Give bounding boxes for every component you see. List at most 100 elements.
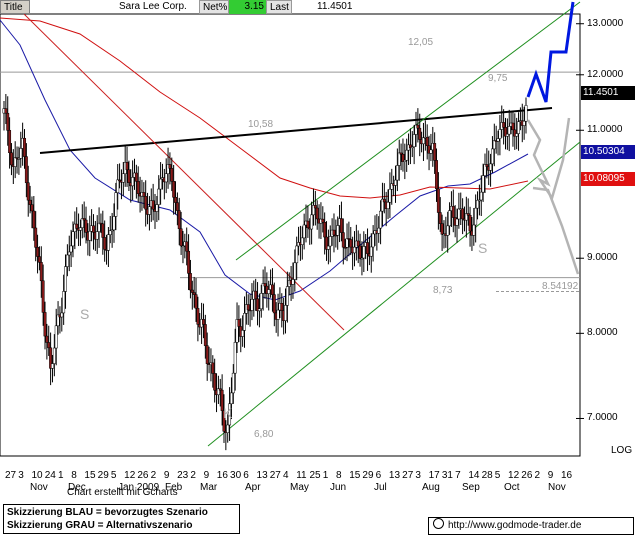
candle-body: [30, 204, 34, 212]
candle-body: [181, 245, 185, 248]
candle-body: [522, 120, 526, 126]
candle-body: [179, 228, 183, 247]
candle-body: [54, 325, 58, 349]
candle-body: [127, 169, 131, 183]
candle-body: [246, 304, 250, 311]
candle-body: [136, 181, 140, 194]
candle-body: [481, 175, 485, 193]
alternative-scenario-path-b: [532, 186, 580, 275]
company-name: Sara Lee Corp.: [119, 1, 187, 12]
candle-body: [382, 198, 386, 203]
candle-body: [144, 196, 148, 210]
candle-body: [51, 363, 54, 369]
candle-body: [474, 207, 478, 226]
candle-body: [347, 238, 351, 240]
candle-body: [56, 314, 60, 327]
x-day-label: 2: [150, 470, 157, 481]
candle-body: [166, 164, 170, 174]
candle-body: [88, 231, 92, 241]
candle-body: [261, 283, 265, 294]
candle-body: [233, 342, 237, 374]
candle-body: [479, 191, 483, 201]
candle-body: [203, 324, 207, 346]
channel-upper-line: [235, 1, 581, 261]
x-month-label: Aug: [422, 482, 440, 493]
x-month-label: Feb: [165, 482, 183, 493]
x-day-label: 16: [216, 470, 228, 481]
candle-body: [371, 233, 375, 248]
preferred-scenario-path: [526, 1, 575, 103]
candle-body: [295, 245, 299, 264]
source-link[interactable]: http://www.godmode-trader.de: [428, 517, 634, 535]
candle-body: [151, 200, 155, 210]
candle-body: [315, 207, 319, 220]
candle-body: [291, 279, 295, 285]
y-tick-label: 7.0000: [587, 412, 618, 424]
candle-body: [106, 234, 110, 251]
candle-body: [101, 223, 105, 238]
candle-body: [343, 246, 347, 249]
candle-body: [67, 251, 71, 256]
candle-body: [213, 373, 217, 391]
candle-body: [513, 129, 517, 137]
candle-body: [37, 256, 41, 263]
candle-body: [34, 227, 38, 248]
candle-body: [438, 212, 442, 224]
annotation-9-75: 9,75: [488, 73, 508, 84]
candle-body: [24, 156, 28, 184]
candle-body: [108, 230, 112, 235]
candle-body: [155, 204, 159, 212]
y-tick-label: 9.0000: [587, 252, 618, 264]
candle-body: [468, 214, 472, 232]
candle-body: [164, 173, 168, 183]
candle-body: [386, 201, 390, 209]
x-day-label: 17: [428, 470, 440, 481]
candle-body: [157, 188, 161, 205]
candle-body: [490, 148, 494, 165]
candle-body: [131, 177, 135, 187]
red-moving-average: [0, 17, 529, 199]
candle-body: [235, 319, 239, 343]
x-day-label: 12: [124, 470, 136, 481]
candle-body: [26, 182, 30, 201]
y-tick-label: 13.0000: [587, 17, 624, 29]
candle-body: [414, 124, 418, 135]
candle-body: [95, 231, 99, 240]
x-day-label: 7: [455, 470, 461, 481]
candle-body: [4, 108, 8, 114]
candle-body: [502, 122, 506, 128]
candle-body: [388, 189, 392, 203]
candle-body: [336, 225, 340, 236]
candle-body: [511, 122, 515, 131]
x-day-label: 25: [309, 470, 321, 481]
candle-body: [356, 240, 360, 247]
source-url: http://www.godmode-trader.de: [448, 520, 582, 531]
candle-body: [194, 294, 198, 309]
candle-body: [142, 192, 146, 197]
candle-body: [451, 206, 455, 218]
x-day-label: 9: [163, 470, 170, 481]
candle-body: [172, 181, 176, 198]
candle-body: [507, 126, 511, 135]
candle-body: [43, 312, 47, 337]
x-day-label: 9: [547, 470, 554, 481]
candle-body: [524, 105, 528, 122]
x-day-label: 9: [203, 470, 210, 481]
legend-blue-scenario: Skizzierung BLAU = bevorzugtes Szenario: [7, 507, 208, 518]
x-day-label: 10: [31, 470, 43, 481]
level-label-8-54: 8.54192: [542, 281, 579, 292]
candle-body: [75, 223, 79, 229]
candle-body: [134, 172, 138, 182]
candle-body: [185, 241, 189, 252]
candle-body: [401, 153, 405, 162]
candle-body: [489, 163, 493, 171]
candle-body: [218, 388, 222, 391]
candle-body: [257, 308, 261, 312]
candle-body: [92, 225, 95, 233]
candle-body: [65, 254, 69, 267]
candle-body: [339, 218, 343, 233]
candle-body: [159, 178, 163, 190]
pattern-label-shoulder-left: S: [80, 306, 90, 322]
candle-body: [341, 232, 345, 248]
